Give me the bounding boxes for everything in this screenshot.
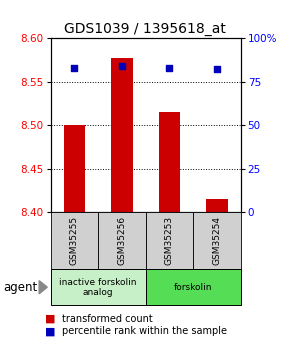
- Bar: [159, 112, 180, 212]
- Text: transformed count: transformed count: [62, 314, 153, 324]
- Text: ■: ■: [45, 326, 55, 336]
- Text: GDS1039 / 1395618_at: GDS1039 / 1395618_at: [64, 22, 226, 36]
- Point: [215, 67, 219, 72]
- FancyBboxPatch shape: [193, 212, 241, 269]
- Polygon shape: [39, 281, 47, 294]
- Text: percentile rank within the sample: percentile rank within the sample: [62, 326, 227, 336]
- Text: ■: ■: [45, 314, 55, 324]
- Point: [167, 65, 172, 70]
- FancyBboxPatch shape: [146, 212, 193, 269]
- FancyBboxPatch shape: [51, 212, 98, 269]
- Text: GSM35253: GSM35253: [165, 216, 174, 265]
- Text: GSM35255: GSM35255: [70, 216, 79, 265]
- Text: forskolin: forskolin: [174, 283, 213, 292]
- Bar: [206, 199, 228, 212]
- Text: GSM35256: GSM35256: [117, 216, 126, 265]
- Text: GSM35254: GSM35254: [213, 216, 222, 265]
- Bar: [64, 125, 85, 212]
- FancyBboxPatch shape: [146, 269, 241, 305]
- FancyBboxPatch shape: [51, 269, 146, 305]
- Text: inactive forskolin
analog: inactive forskolin analog: [59, 277, 137, 297]
- Bar: [111, 58, 133, 212]
- Point: [120, 63, 124, 69]
- Point: [72, 65, 77, 70]
- Text: agent: agent: [3, 281, 37, 294]
- FancyBboxPatch shape: [98, 212, 146, 269]
